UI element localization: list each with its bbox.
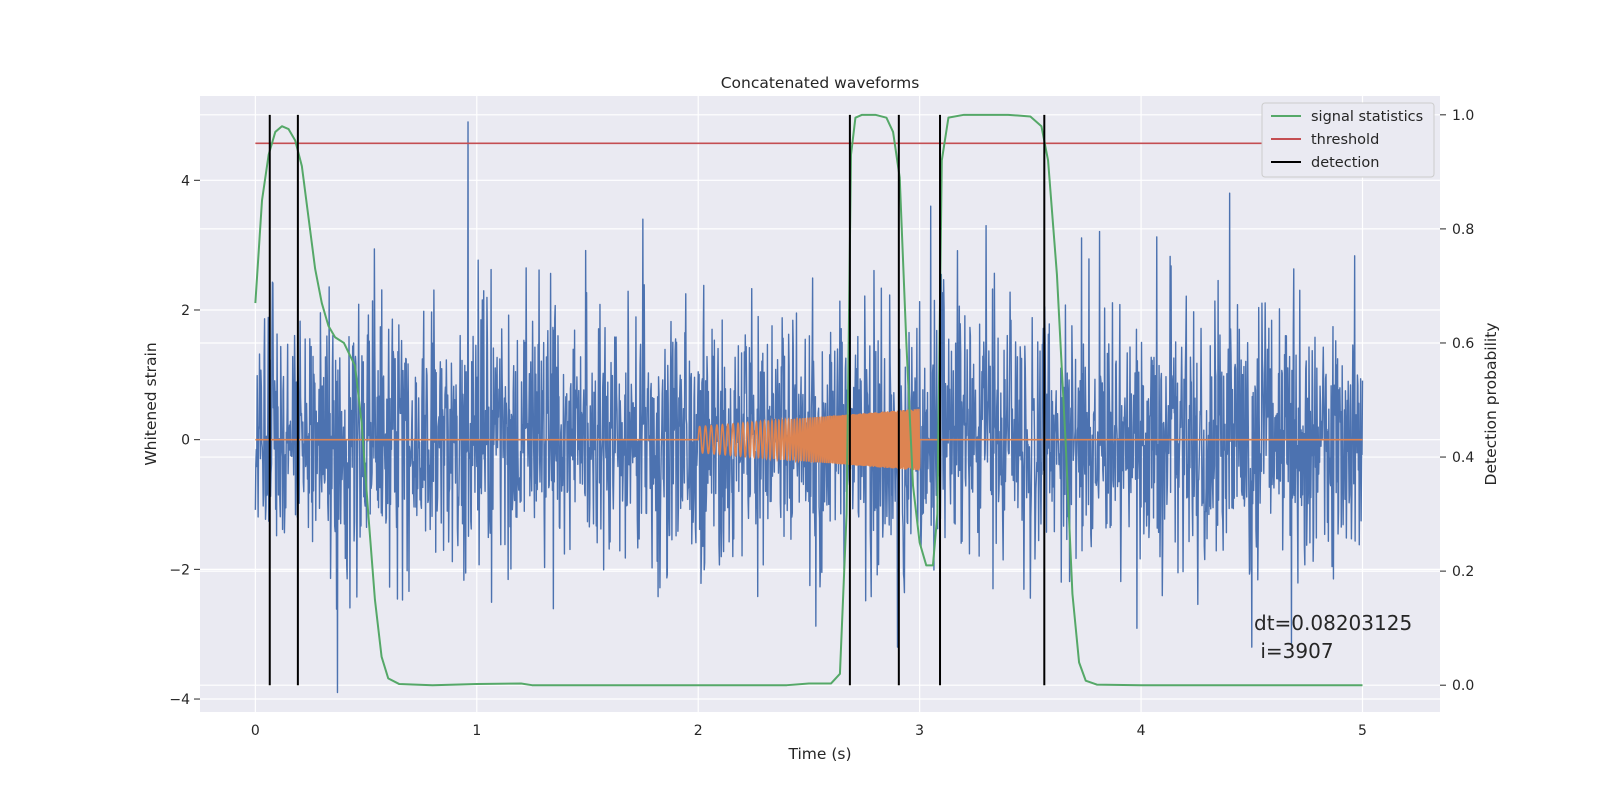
y-tick-label: −4 <box>169 692 190 708</box>
legend-label-detection: detection <box>1311 155 1379 171</box>
legend: signal statistics threshold detection <box>1261 102 1435 178</box>
y2-tick-label: 0.2 <box>1452 564 1474 580</box>
x-tick-label: 5 <box>1358 723 1367 739</box>
x-tick-label: 3 <box>915 723 924 739</box>
legend-label-signal-statistics: signal statistics <box>1311 109 1423 125</box>
legend-label-threshold: threshold <box>1311 132 1379 148</box>
y2-tick-label: 1.0 <box>1452 108 1474 124</box>
y-tick-label: 4 <box>181 173 190 189</box>
y2-tick-label: 0.0 <box>1452 678 1474 694</box>
ticks-layer: 0 1 2 3 4 5 4 2 0 −2 −4 1.0 0.8 0.6 0.4 0.2 0.0 <box>169 108 1474 739</box>
chart-title: Concatenated waveforms <box>721 74 920 92</box>
y2-tick-label: 0.8 <box>1452 222 1474 238</box>
y2-tick-label: 0.6 <box>1452 336 1474 352</box>
legend-frame <box>1261 102 1435 178</box>
x-tick-label: 1 <box>472 723 481 739</box>
y2-axis-label: Detection probability <box>1482 323 1500 486</box>
x-tick-label: 4 <box>1137 723 1146 739</box>
series-layer <box>254 113 1364 694</box>
whitened-strain-line <box>254 121 1364 694</box>
y-tick-label: 0 <box>181 433 190 449</box>
annotation-dt: dt=0.08203125 <box>1254 611 1412 635</box>
y2-tick-label: 0.4 <box>1452 450 1474 466</box>
x-axis-label: Time (s) <box>787 745 851 763</box>
y-axis-label: Whitened strain <box>142 342 160 465</box>
signal-statistics-line <box>254 113 1363 687</box>
y-tick-label: −2 <box>169 562 190 578</box>
annotation-i: i=3907 <box>1254 639 1334 663</box>
x-tick-label: 2 <box>694 723 703 739</box>
y-tick-label: 2 <box>181 303 190 319</box>
waveform-line <box>255 408 1363 471</box>
x-tick-label: 0 <box>251 723 260 739</box>
